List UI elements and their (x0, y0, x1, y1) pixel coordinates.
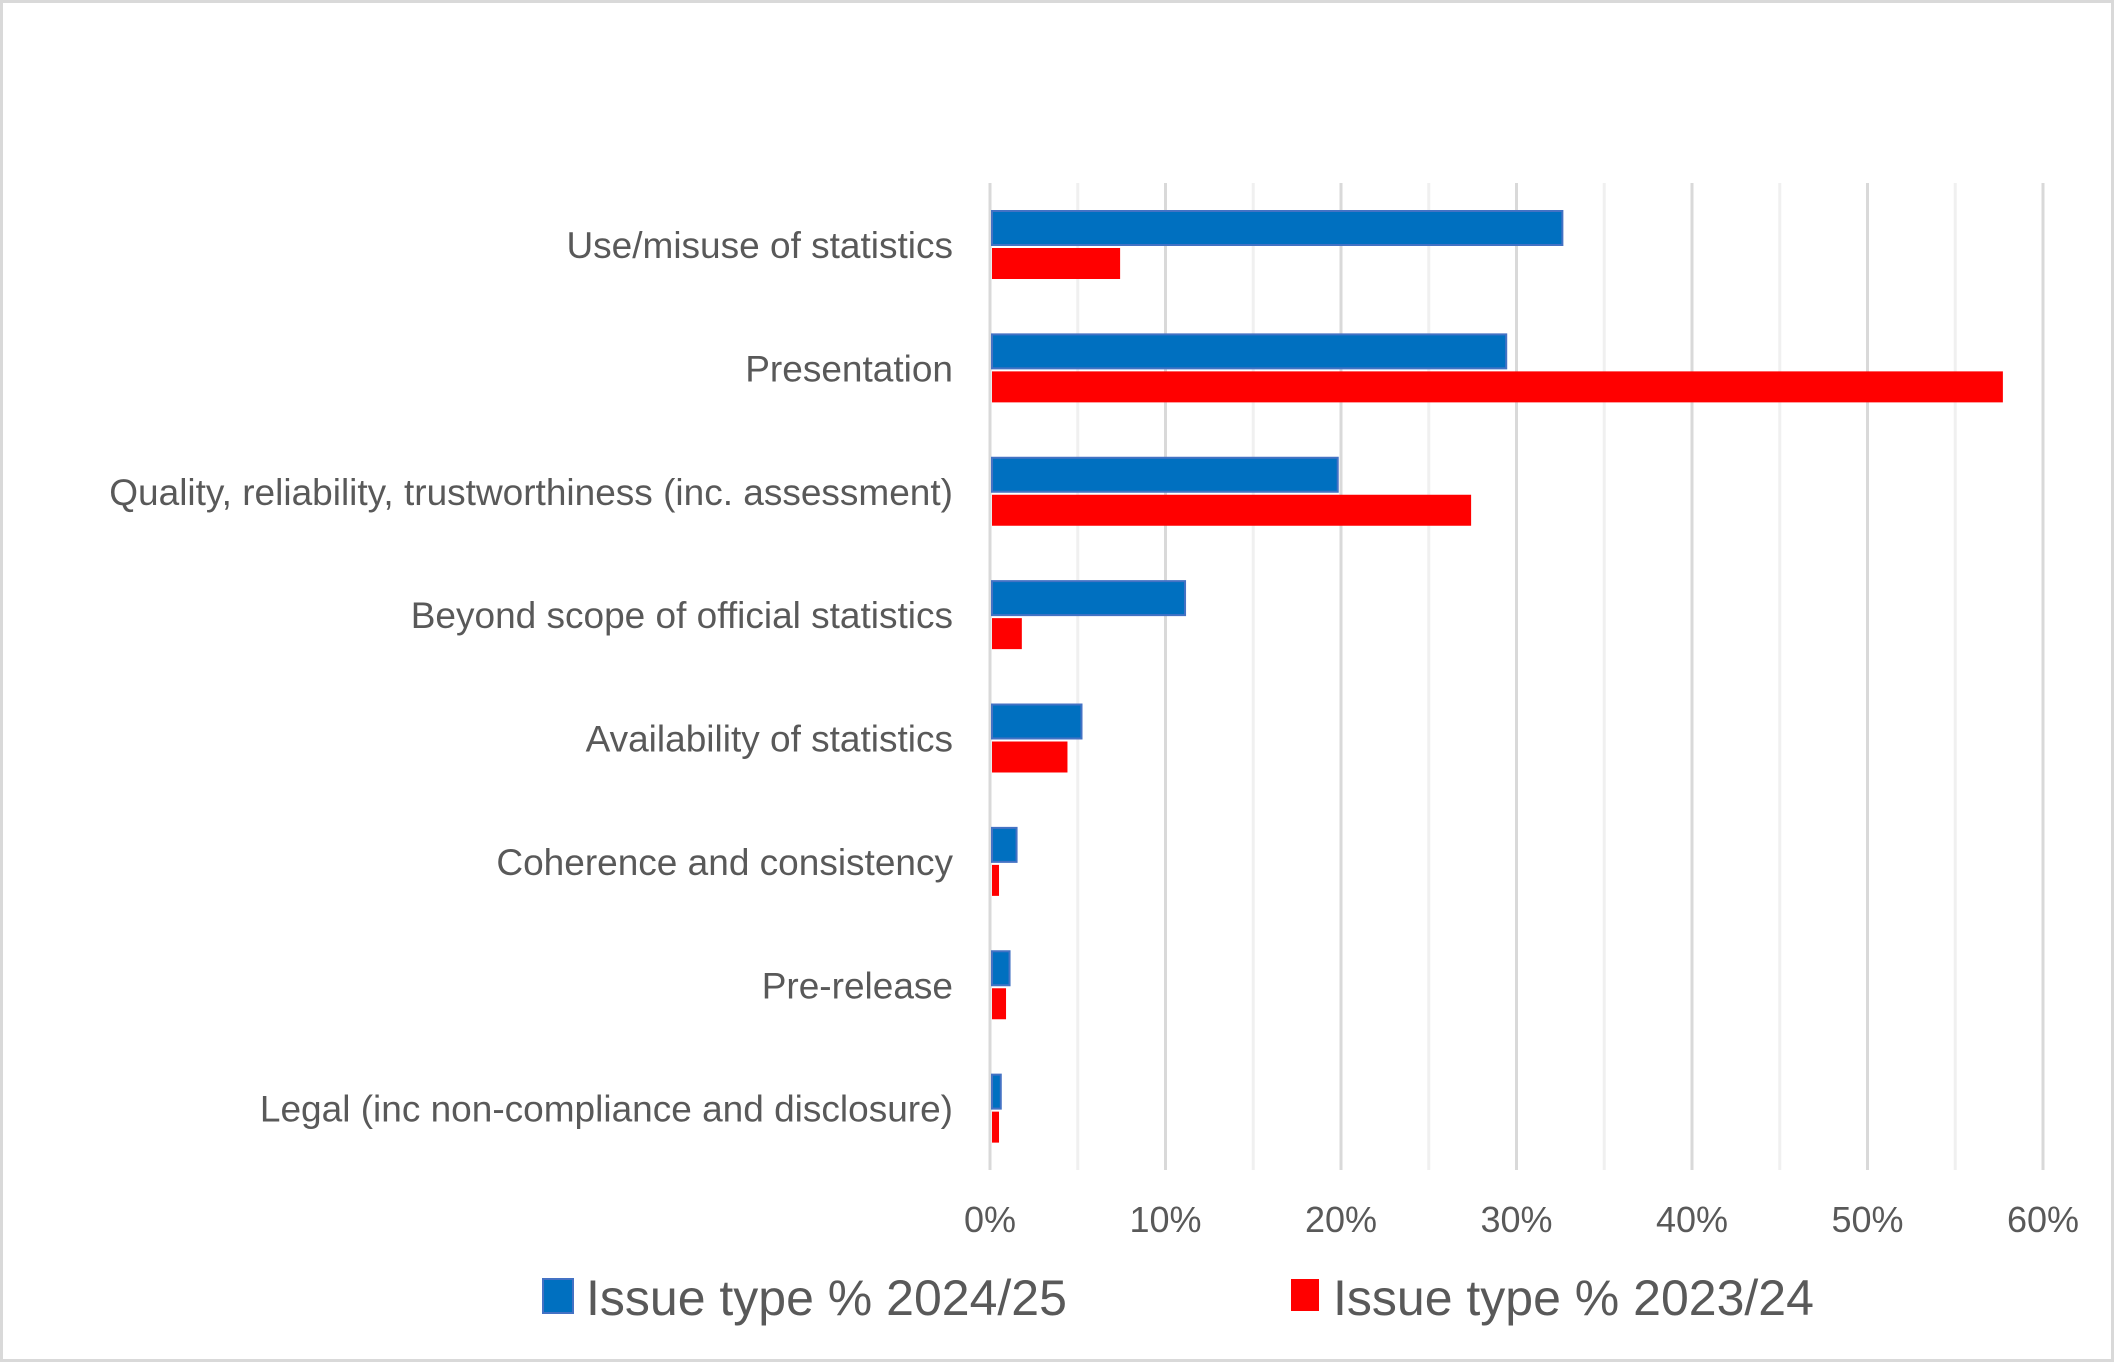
bar-2023-24[interactable]: Pre-release: 0.8% (992, 988, 1007, 1020)
bar-2024-25[interactable]: Availability of statistics: 5.1% (991, 703, 1083, 740)
bar-2023-24[interactable]: Quality, reliability, trustworthiness (i… (992, 494, 1472, 526)
category-label: Legal (inc non-compliance and disclosure… (260, 1089, 953, 1130)
legend: Issue type % 2024/25 Issue type % 2023/2… (542, 1270, 1814, 1326)
x-tick-label: 0% (964, 1199, 1016, 1240)
bar-2024-25[interactable]: Beyond scope of official statistics: 11% (991, 580, 1187, 617)
category-label: Quality, reliability, trustworthiness (i… (109, 472, 953, 513)
bar-2024-25[interactable]: Legal (inc non-compliance and disclosure… (991, 1073, 1002, 1110)
bar-2023-24[interactable]: Beyond scope of official statistics: 1.7… (992, 618, 1022, 650)
category-labels: Use/misuse of statistics Presentation Qual… (109, 225, 953, 1130)
gridlines (988, 183, 2045, 1170)
bar-2024-25[interactable]: Pre-release: 1% (991, 950, 1011, 987)
x-axis-ticks: 0% 10% 20% 30% 40% 50% 60% (964, 1199, 2079, 1240)
bars: Use/misuse of statistics: 32.5%Use/misus… (991, 210, 2003, 1143)
legend-item-2023-24[interactable]: Issue type % 2023/24 (1291, 1270, 1814, 1326)
bar-2023-24[interactable]: Presentation: 57.6% (992, 371, 2003, 403)
bar-2024-25[interactable]: Presentation: 29.3% (991, 333, 1508, 370)
bar-2023-24[interactable]: Use/misuse of statistics: 7.3% (992, 248, 1121, 279)
legend-label-2023-24: Issue type % 2023/24 (1333, 1270, 1814, 1326)
category-label: Beyond scope of official statistics (411, 595, 953, 636)
bar-2023-24[interactable]: Availability of statistics: 4.3% (992, 741, 1068, 773)
category-label: Availability of statistics (586, 719, 953, 760)
x-tick-label: 60% (2007, 1199, 2079, 1240)
bar-2023-24[interactable]: Coherence and consistency: 0.4% (992, 864, 1000, 896)
category-label: Use/misuse of statistics (566, 225, 953, 266)
legend-swatch-2024-25 (542, 1278, 574, 1314)
x-tick-label: 40% (1656, 1199, 1728, 1240)
legend-item-2024-25[interactable]: Issue type % 2024/25 (542, 1270, 1067, 1326)
bar-2024-25[interactable]: Quality, reliability, trustworthiness (i… (991, 456, 1339, 493)
legend-label-2024-25: Issue type % 2024/25 (586, 1270, 1067, 1326)
bar-2024-25[interactable]: Use/misuse of statistics: 32.5% (991, 210, 1564, 246)
bar-2024-25[interactable]: Coherence and consistency: 1.4% (991, 826, 1018, 863)
category-label: Presentation (745, 348, 953, 389)
x-tick-label: 50% (1831, 1199, 1903, 1240)
category-label: Pre-release (762, 965, 953, 1006)
x-tick-label: 30% (1480, 1199, 1552, 1240)
bar-2023-24[interactable]: Legal (inc non-compliance and disclosure… (992, 1111, 1000, 1143)
legend-swatch-2023-24 (1291, 1279, 1319, 1311)
category-label: Coherence and consistency (496, 842, 953, 883)
x-tick-label: 20% (1305, 1199, 1377, 1240)
x-tick-label: 10% (1129, 1199, 1201, 1240)
